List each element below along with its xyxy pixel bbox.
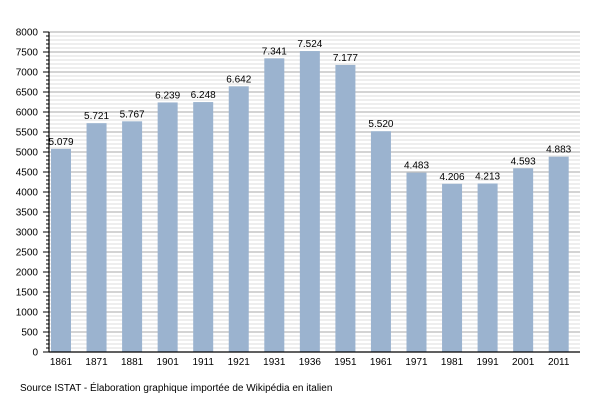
bar-1861 <box>51 148 71 352</box>
source-note: Source ISTAT - Élaboration graphique imp… <box>20 383 333 394</box>
y-tick-label: 500 <box>21 328 38 339</box>
x-tick-label: 1991 <box>476 357 499 368</box>
data-label-1871: 5.721 <box>84 111 109 122</box>
x-tick-label: 1971 <box>405 357 428 368</box>
x-tick-label: 2001 <box>512 357 535 368</box>
data-label-1911: 6.248 <box>191 90 216 101</box>
x-tick-label: 1931 <box>263 357 286 368</box>
y-tick-label: 1000 <box>16 308 39 319</box>
y-tick-label: 4000 <box>16 188 39 199</box>
data-label-1981: 4.206 <box>440 172 465 183</box>
y-tick-label: 5000 <box>16 148 39 159</box>
x-tick-label: 1871 <box>85 357 108 368</box>
bar-1871 <box>86 123 107 352</box>
y-tick-label: 7500 <box>16 48 39 59</box>
bar-1881 <box>122 121 143 352</box>
y-tick-label: 1500 <box>16 288 39 299</box>
x-tick-label: 1911 <box>192 357 214 368</box>
data-label-1936: 7.524 <box>297 39 322 50</box>
x-tick-label: 1936 <box>299 357 322 368</box>
x-tick-label: 1881 <box>121 357 144 368</box>
y-tick-label: 8000 <box>16 28 39 39</box>
x-tick-label: 1951 <box>334 357 357 368</box>
data-label-1881: 5.767 <box>120 109 145 120</box>
data-label-1921: 6.642 <box>226 74 251 85</box>
y-tick-label: 0 <box>32 348 38 359</box>
bar-1901 <box>157 102 178 352</box>
bar-1951 <box>335 64 356 353</box>
y-tick-label: 3000 <box>16 228 39 239</box>
data-label-2011: 4.883 <box>546 145 571 156</box>
data-label-1991: 4.213 <box>475 171 500 182</box>
bar-1991 <box>477 183 498 352</box>
x-tick-label: 1961 <box>370 357 393 368</box>
y-tick-label: 6500 <box>16 88 39 99</box>
bar-1911 <box>193 102 214 352</box>
data-label-1901: 6.239 <box>155 90 180 101</box>
data-label-1971: 4.483 <box>404 161 429 172</box>
x-tick-label: 1921 <box>228 357 251 368</box>
y-tick-label: 4500 <box>16 168 39 179</box>
y-tick-label: 2000 <box>16 268 39 279</box>
bar-1981 <box>442 183 463 352</box>
x-tick-label: 1861 <box>50 357 73 368</box>
bar-2001 <box>513 168 534 352</box>
x-tick-label: 1901 <box>157 357 180 368</box>
y-tick-label: 7000 <box>16 68 39 79</box>
y-tick-label: 2500 <box>16 248 39 259</box>
bar-1936 <box>299 51 320 352</box>
x-tick-label: 1981 <box>441 357 464 368</box>
data-label-1861: 5.079 <box>48 137 73 148</box>
bar-1971 <box>406 172 427 352</box>
x-tick-label: 2011 <box>548 357 570 368</box>
data-label-1961: 5.520 <box>368 119 393 130</box>
y-tick-label: 3500 <box>16 208 39 219</box>
bar-1921 <box>228 86 249 352</box>
data-label-1931: 7.341 <box>262 46 287 57</box>
bar-1931 <box>264 58 285 353</box>
y-tick-label: 6000 <box>16 108 39 119</box>
bar-1961 <box>370 131 391 352</box>
y-tick-label: 5500 <box>16 128 39 139</box>
data-label-1951: 7.177 <box>333 53 358 64</box>
bar-2011 <box>548 156 569 352</box>
data-label-2001: 4.593 <box>511 156 536 167</box>
